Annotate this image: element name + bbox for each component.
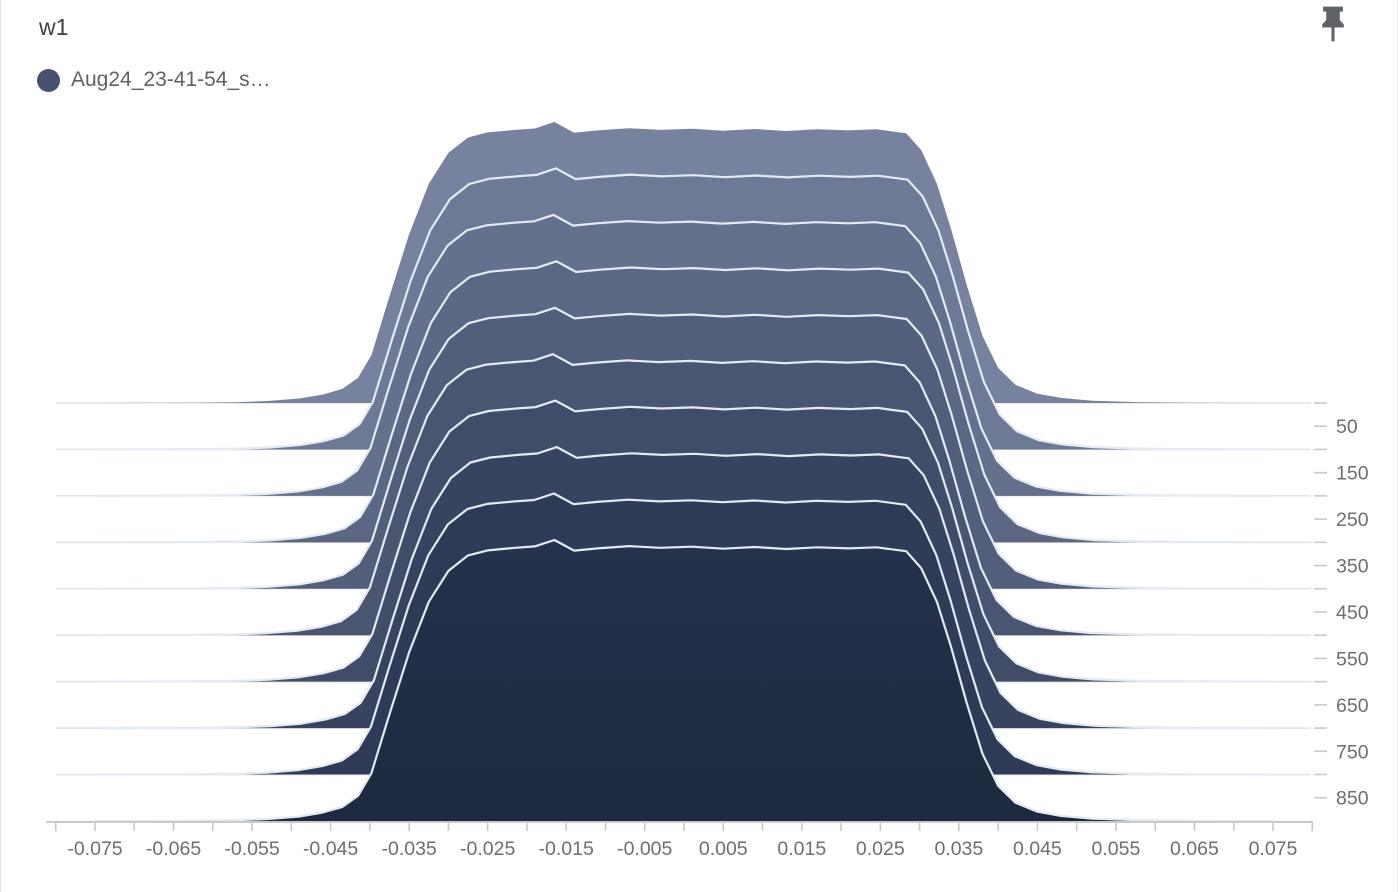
step-tick-label: 750: [1336, 741, 1369, 763]
step-tick-label: 450: [1336, 602, 1369, 624]
x-tick-label: -0.005: [617, 838, 672, 860]
x-tick-label: 0.055: [1092, 838, 1141, 860]
x-tick-label: 0.005: [699, 838, 748, 860]
chart-title: w1: [39, 14, 69, 40]
x-tick-label: 0.025: [856, 838, 905, 860]
step-tick-label: 350: [1336, 556, 1369, 578]
step-tick-label: 50: [1336, 416, 1358, 438]
x-tick-label: -0.075: [67, 838, 122, 860]
axes: -0.075 -0.065 -0.055 -0.045 -0.035 -0.025 -0.0…: [46, 402, 1369, 860]
x-tick-label: 0.045: [1013, 838, 1062, 860]
step-tick-label: 250: [1336, 509, 1369, 531]
x-tick-label: -0.015: [539, 838, 594, 860]
run-label: Aug24_23-41-54_s…: [71, 68, 271, 91]
push-pin-icon: [1322, 6, 1344, 42]
x-tick-label: 0.015: [777, 838, 826, 860]
x-tick-label: -0.045: [303, 838, 358, 860]
x-tick-label: 0.035: [934, 838, 983, 860]
x-tick-label: -0.055: [224, 838, 279, 860]
x-tick-label: -0.025: [460, 838, 515, 860]
step-tick-label: 550: [1336, 648, 1369, 670]
x-tick-label: 0.065: [1170, 838, 1219, 860]
step-tick-label: 850: [1336, 788, 1369, 810]
x-tick-label: 0.075: [1249, 838, 1298, 860]
run-color-dot: [37, 68, 60, 92]
x-tick-label: -0.035: [381, 838, 436, 860]
x-tick-label: -0.065: [146, 838, 201, 860]
legend-run-item[interactable]: Aug24_23-41-54_s…: [37, 68, 271, 92]
step-tick-label: 650: [1336, 695, 1369, 717]
ridges: [93, 122, 1276, 823]
pin-card-button[interactable]: [1313, 5, 1353, 45]
step-tick-label: 150: [1336, 463, 1369, 485]
